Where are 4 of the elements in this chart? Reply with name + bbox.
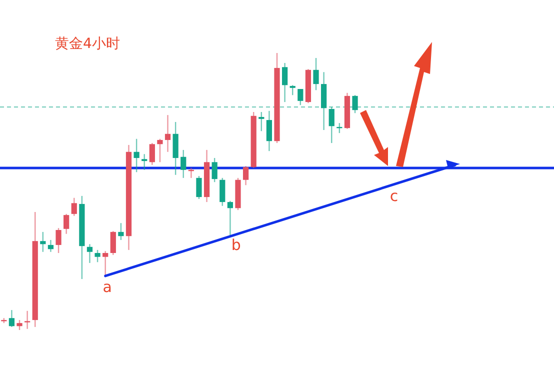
annotation: c [390, 187, 398, 205]
annotation: b [231, 236, 241, 254]
title: 黄金4小时 [55, 36, 120, 52]
annotation: a [102, 278, 112, 296]
